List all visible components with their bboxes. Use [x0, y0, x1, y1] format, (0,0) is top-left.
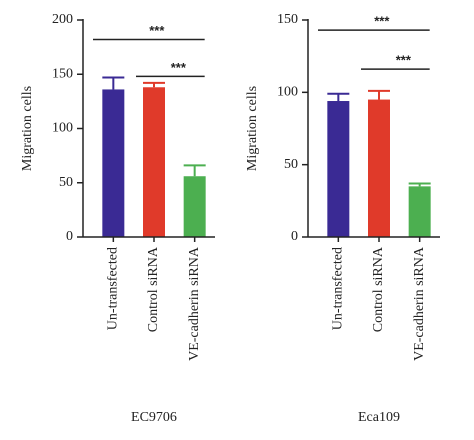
significance-label: ***	[396, 53, 412, 68]
x-tick-label: Un-transfected	[106, 247, 121, 330]
x-tick-label: Control siRNA	[146, 246, 161, 332]
x-axis-label: Eca109	[358, 410, 400, 425]
y-tick-label: 50	[284, 157, 298, 172]
y-axis-label: Migration cells	[245, 86, 260, 171]
x-tick-label: VE-cadherin siRNA	[412, 246, 427, 361]
significance-label: ***	[149, 23, 165, 38]
significance-label: ***	[374, 14, 390, 29]
x-tick-label: Control siRNA	[371, 246, 386, 332]
y-axis-label: Migration cells	[20, 86, 35, 171]
y-tick-label: 150	[52, 66, 73, 81]
x-tick-label: VE-cadherin siRNA	[187, 246, 202, 361]
y-tick-label: 150	[277, 12, 298, 27]
x-tick-label: Un-transfected	[331, 247, 346, 330]
y-tick-label: 100	[52, 121, 73, 136]
y-tick-label: 200	[52, 12, 73, 27]
significance-label: ***	[171, 60, 187, 75]
y-tick-label: 100	[277, 85, 298, 100]
y-tick-label: 0	[66, 229, 73, 244]
bar	[183, 176, 206, 237]
bar	[408, 186, 431, 237]
bar	[327, 101, 350, 237]
bar	[368, 99, 390, 237]
x-axis-label: EC9706	[131, 410, 177, 425]
bar	[102, 89, 125, 237]
y-tick-label: 0	[291, 229, 298, 244]
bar	[143, 87, 165, 238]
y-tick-label: 50	[59, 175, 73, 190]
